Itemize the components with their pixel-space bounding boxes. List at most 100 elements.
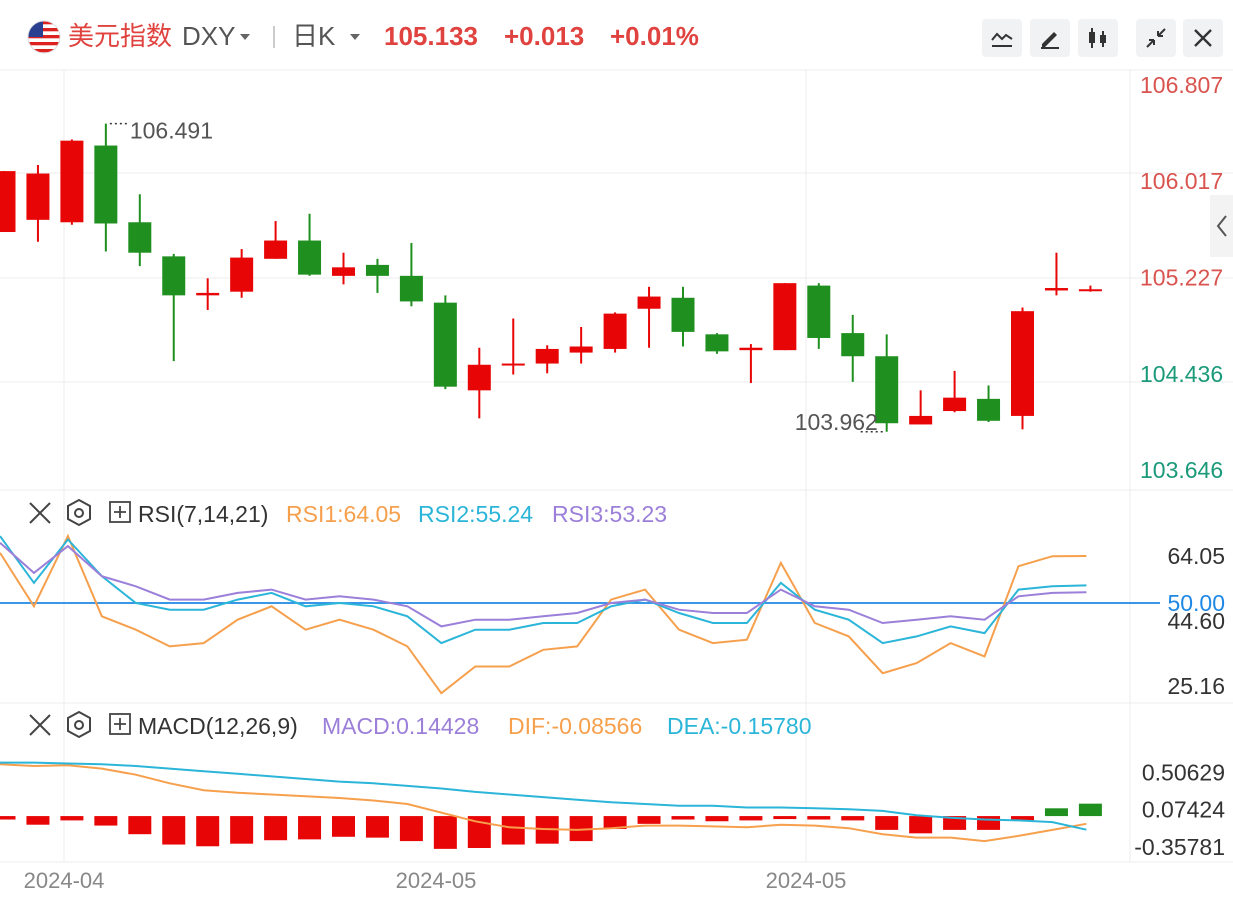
extreme-markers: 106.491 103.962 xyxy=(109,118,883,435)
close-icon xyxy=(1194,29,1212,47)
last-price: 105.133 xyxy=(384,21,478,51)
shrink-button[interactable] xyxy=(1136,19,1176,57)
candle xyxy=(841,314,865,382)
rsi-pane-header: RSI(7,14,21) RSI1:64.05 RSI2:55.24 RSI3:… xyxy=(29,498,667,527)
rsi-lines xyxy=(0,533,1160,695)
candle-type-button[interactable] xyxy=(1078,19,1118,57)
macd-tick-label: 0.50629 xyxy=(1142,759,1225,785)
candle xyxy=(365,258,389,293)
period-selector[interactable]: 日K xyxy=(292,21,336,51)
candle xyxy=(943,370,967,413)
macd-bar xyxy=(399,816,423,842)
time-tick-label: 2024-05 xyxy=(396,868,477,893)
rsi2-label: RSI2:55.24 xyxy=(418,501,533,527)
candle xyxy=(773,283,797,351)
macd-bar xyxy=(807,816,831,820)
macd-bar xyxy=(467,816,491,848)
rsi-expand-icon[interactable] xyxy=(109,501,131,523)
macd-bar xyxy=(875,816,899,830)
chart-grid xyxy=(0,69,1233,863)
macd-bar xyxy=(94,816,118,826)
line-chart-icon xyxy=(991,32,1013,47)
macd-bar xyxy=(196,816,220,847)
candle xyxy=(128,194,152,267)
price-change: +0.013 xyxy=(504,21,585,51)
time-tick-label: 2024-05 xyxy=(766,868,847,893)
instrument-symbol[interactable]: DXY xyxy=(182,21,236,51)
candle xyxy=(569,327,593,364)
macd-bar xyxy=(909,816,933,834)
price-change-pct: +0.01% xyxy=(610,21,699,51)
macd-bar xyxy=(739,816,763,821)
symbol-dropdown-icon[interactable] xyxy=(240,34,250,40)
macd-bar xyxy=(60,816,84,821)
time-tick-label: 2024-04 xyxy=(24,868,105,893)
macd-bar xyxy=(637,816,661,824)
candle xyxy=(1011,307,1034,430)
macd-bar xyxy=(433,816,457,849)
macd-bar xyxy=(365,816,389,838)
candle xyxy=(196,278,220,310)
candle xyxy=(433,295,457,390)
candle xyxy=(162,253,186,362)
rsi1-label: RSI1:64.05 xyxy=(286,501,401,527)
macd-bar xyxy=(1011,816,1034,821)
candle xyxy=(501,318,525,375)
macd-bar xyxy=(1078,803,1102,817)
dea-line xyxy=(0,761,1087,831)
candle xyxy=(332,252,355,285)
candle xyxy=(467,347,491,419)
macd-bar xyxy=(569,816,593,842)
macd-bar xyxy=(0,816,16,820)
candle xyxy=(807,283,831,349)
candle xyxy=(26,165,50,242)
instrument-name[interactable]: 美元指数 xyxy=(68,21,173,51)
macd-tick-label: 0.07424 xyxy=(1142,797,1225,823)
macd-bar xyxy=(162,816,186,845)
rsi2-line xyxy=(0,535,1087,645)
scroll-right-arrow-icon[interactable] xyxy=(1210,195,1233,257)
candle xyxy=(1044,252,1068,296)
macd-title: MACD(12,26,9) xyxy=(138,713,298,739)
macd-histogram xyxy=(0,803,1102,849)
macd-bar xyxy=(298,816,322,840)
candle xyxy=(230,249,254,298)
macd-bar xyxy=(230,816,254,844)
draw-button[interactable] xyxy=(1030,19,1070,57)
period-dropdown-icon[interactable] xyxy=(350,34,360,40)
rsi1-line xyxy=(0,533,1087,695)
macd-bar xyxy=(603,816,627,830)
candle xyxy=(977,385,1001,423)
macd-settings-icon[interactable] xyxy=(67,710,91,739)
us-flag-icon xyxy=(27,20,61,54)
dea-label: DEA:-0.15780 xyxy=(667,713,811,739)
rsi-title: RSI(7,14,21) xyxy=(138,501,268,527)
candle xyxy=(264,221,288,259)
rsi-settings-icon[interactable] xyxy=(67,498,91,527)
line-chart-button[interactable] xyxy=(982,19,1022,57)
rsi-tick-label: 44.60 xyxy=(1167,608,1225,634)
candle xyxy=(637,286,661,348)
macd-close-icon[interactable] xyxy=(29,714,51,736)
macd-axis: 0.50629 0.07424 -0.35781 xyxy=(1134,759,1225,860)
rsi-tick-label: 64.05 xyxy=(1167,543,1225,569)
dif-label: DIF:-0.08566 xyxy=(508,713,642,739)
macd-label: MACD:0.14428 xyxy=(322,713,479,739)
macd-bar xyxy=(26,816,50,825)
low-marker-label: 103.962 xyxy=(795,409,878,435)
macd-bar xyxy=(841,816,865,821)
macd-bar xyxy=(128,816,152,835)
macd-bar xyxy=(1044,808,1068,817)
candle xyxy=(1078,285,1102,292)
macd-expand-icon[interactable] xyxy=(109,713,131,735)
macd-bar xyxy=(977,816,1001,830)
macd-bar xyxy=(332,816,355,837)
candlestick-icon xyxy=(1089,28,1106,48)
close-button[interactable] xyxy=(1183,19,1223,57)
candle xyxy=(94,123,118,252)
rsi-close-icon[interactable] xyxy=(29,502,51,524)
candle xyxy=(909,390,933,425)
high-marker-label: 106.491 xyxy=(130,118,213,144)
rsi-tick-label: 50.00 xyxy=(1167,590,1225,616)
